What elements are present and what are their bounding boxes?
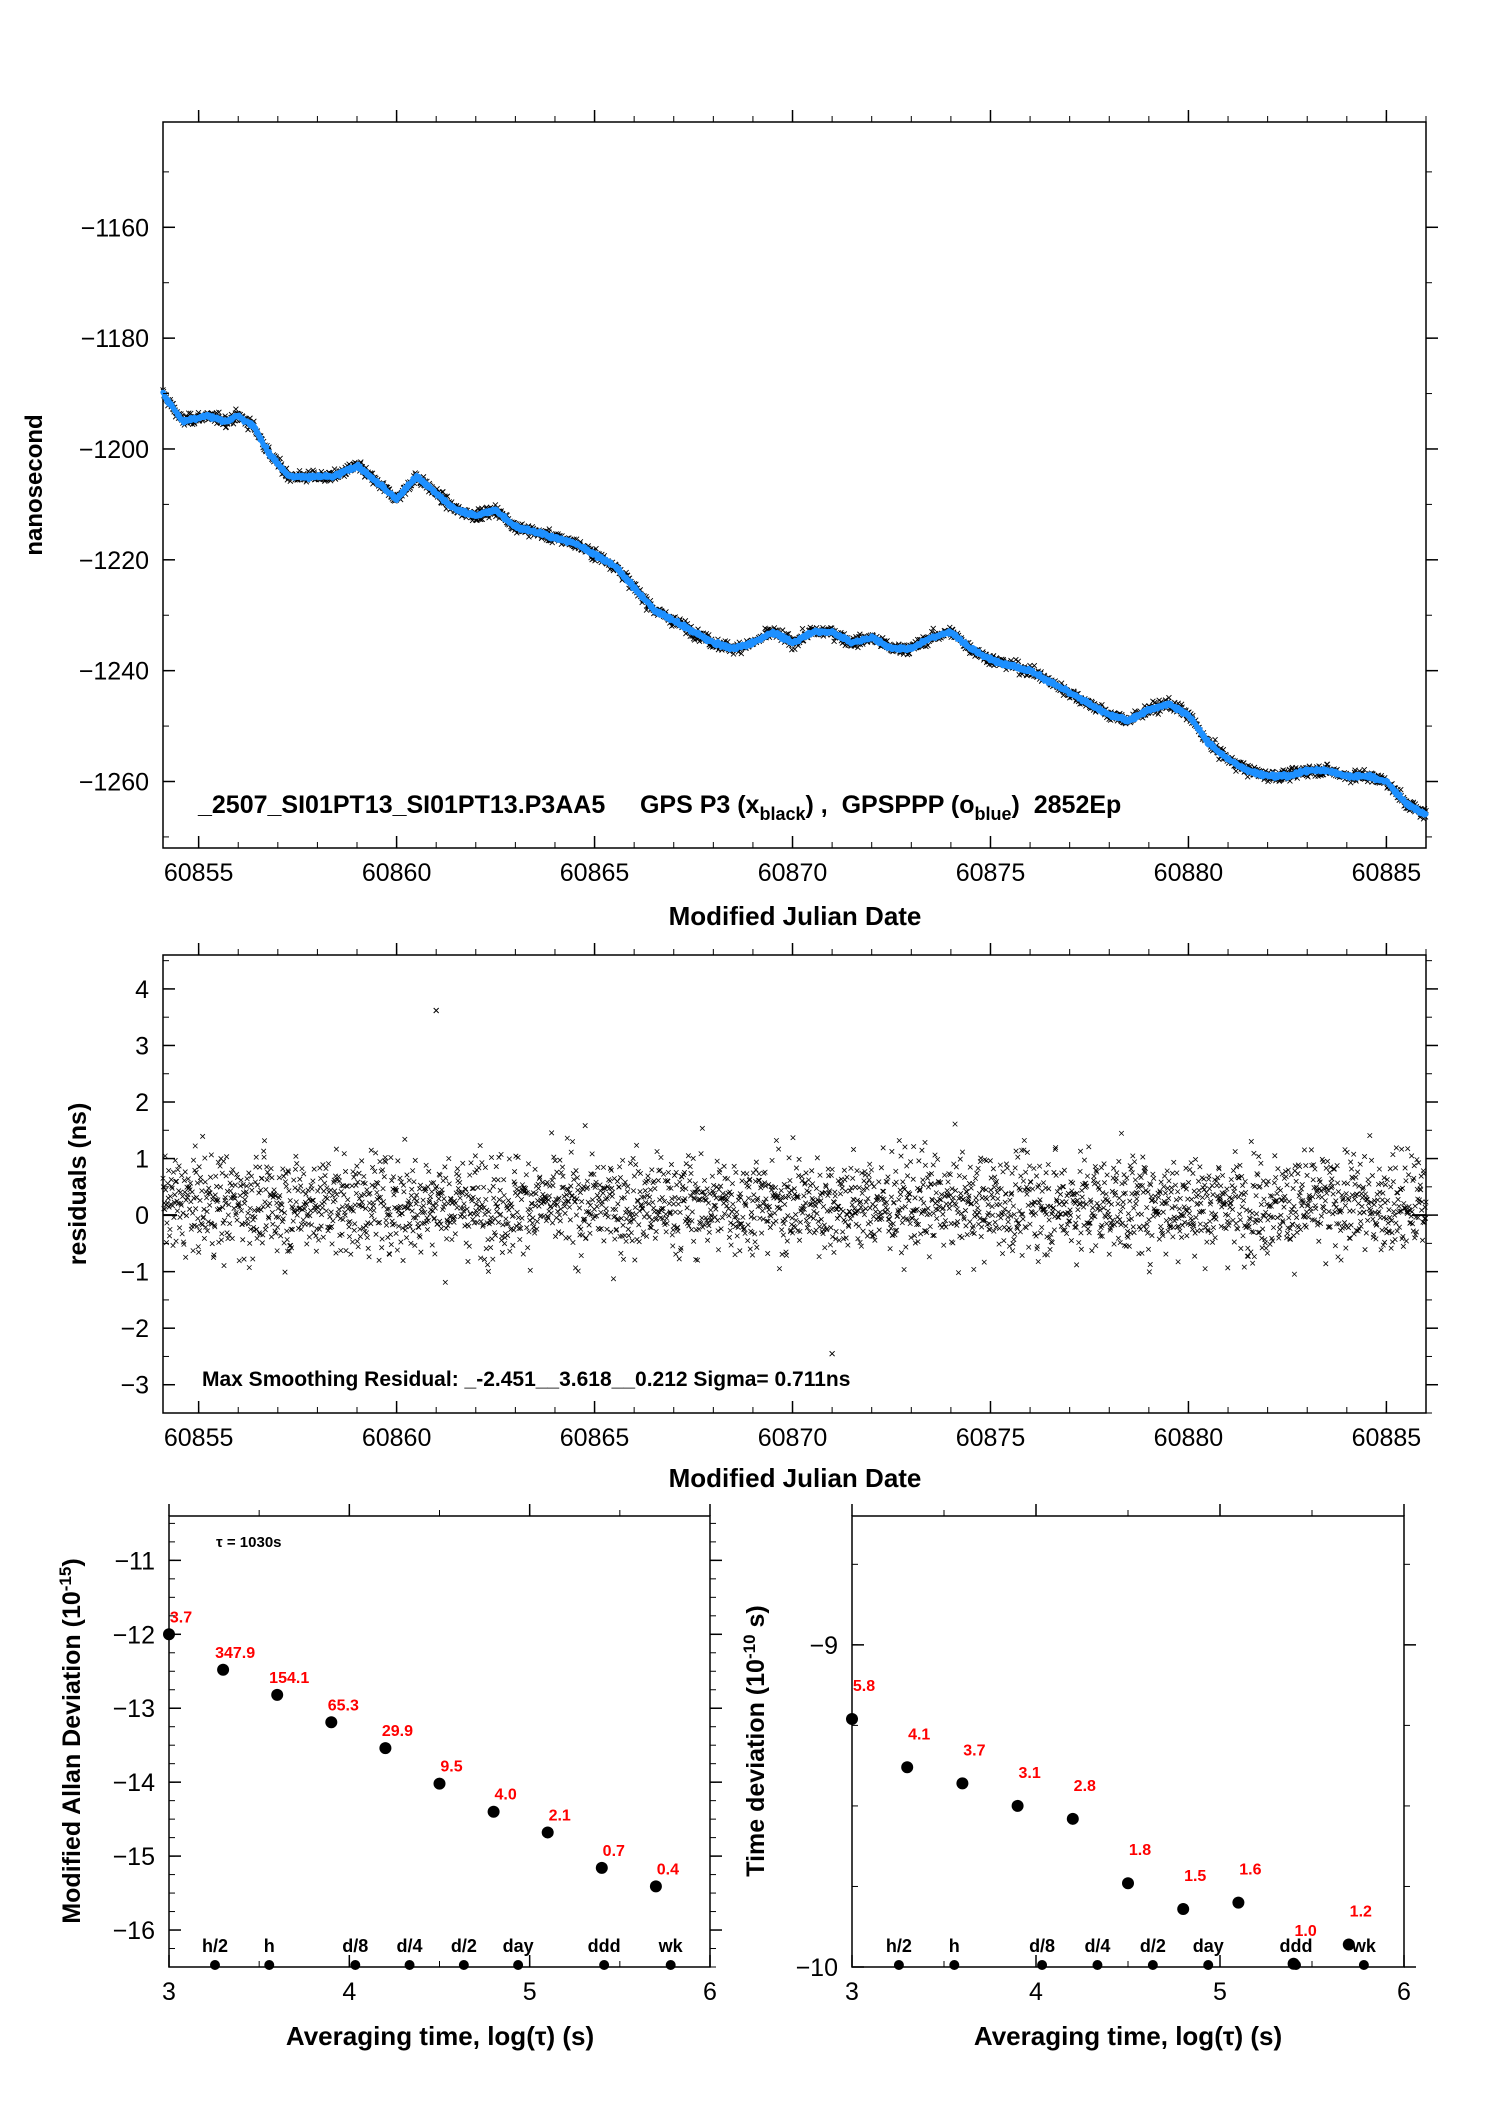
gps-p3-point: [546, 526, 553, 532]
gps-p3-point: [1015, 658, 1022, 665]
gps-p3-point: [1031, 662, 1038, 669]
gps-p3-point: [930, 625, 937, 632]
panel-time-series: 60855 60860 60865 60870 60875 60880 60885−1160…: [21, 110, 1438, 931]
gps-p3-point: [1166, 694, 1172, 701]
gps-p3-point: [1212, 736, 1218, 743]
gps-p3-point: [1013, 656, 1019, 663]
gps-p3-point: [331, 466, 338, 472]
gps-p3-point: [216, 409, 222, 416]
series-points: [160, 387, 1429, 822]
gps-p3-point: [233, 406, 239, 413]
plot-frame: [162, 121, 1427, 849]
gps-p3-point: [223, 424, 229, 430]
gps-p3-point: [738, 650, 745, 657]
gps-p3-point: [799, 625, 806, 632]
gps-p3-point: [187, 410, 194, 417]
gps-p3-point: [1155, 711, 1162, 717]
gps-p3-point: [526, 533, 532, 540]
gps-p3-point: [779, 627, 786, 633]
